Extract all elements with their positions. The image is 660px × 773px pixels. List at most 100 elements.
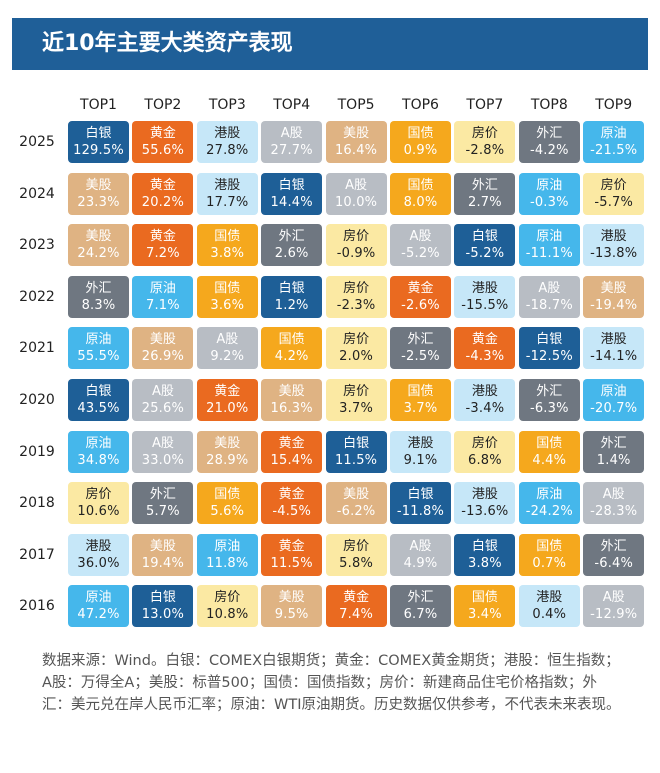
asset-cell-2017-top8: 国债 0.7% — [518, 533, 580, 576]
asset-return: -21.5% — [590, 143, 638, 158]
asset-cell-2024-top6: 国债 8.0% — [390, 172, 451, 215]
asset-name: A股 — [409, 229, 432, 245]
asset-cell-2023-top3: 国债 3.8% — [196, 224, 258, 267]
year-label-2024: 2024 — [19, 185, 55, 202]
asset-return: -5.7% — [594, 194, 634, 210]
asset-name: 白银 — [471, 538, 498, 554]
asset-cell-2017-top9: 外汇 -6.4% — [583, 533, 645, 576]
asset-return: 11.5% — [270, 555, 313, 571]
asset-cell-2017-top7: 白银 3.8% — [454, 533, 516, 576]
asset-name: 外汇 — [600, 435, 627, 451]
column-header-top4: TOP4 — [273, 97, 311, 113]
asset-name: 外汇 — [600, 538, 627, 554]
asset-return: -13.8% — [590, 246, 638, 262]
asset-name: 港股 — [471, 487, 498, 503]
asset-return: 8.0% — [403, 194, 438, 210]
asset-cell-2021-top4: 国债 4.2% — [261, 327, 323, 370]
asset-name: 白银 — [85, 126, 112, 141]
asset-name: 原油 — [149, 280, 176, 296]
asset-cell-2019-top9: 外汇 1.4% — [583, 430, 645, 473]
asset-name: 房价 — [343, 538, 370, 554]
asset-name: 原油 — [536, 487, 563, 503]
asset-cell-2021-top7: 黄金 -4.3% — [454, 327, 516, 370]
asset-return: 20.2% — [141, 194, 185, 210]
asset-cell-2022-top5: 房价 -2.3% — [325, 275, 387, 318]
asset-cell-2025-top1: 白银 129.5% — [68, 121, 129, 163]
asset-name: 房价 — [343, 384, 370, 399]
asset-cell-2021-top2: 美股 26.9% — [132, 327, 194, 370]
column-header-top6: TOP6 — [402, 97, 439, 113]
asset-return: 55.5% — [77, 349, 120, 365]
asset-cell-2016-top2: 白银 13.0% — [132, 585, 194, 628]
asset-name: 国债 — [214, 229, 241, 245]
asset-name: 原油 — [85, 590, 112, 606]
asset-return: 0.4% — [532, 607, 567, 623]
year-label-2022: 2022 — [19, 288, 55, 305]
asset-return: 3.7% — [339, 401, 373, 416]
asset-return: 25.6% — [141, 401, 185, 416]
asset-return: 47.2% — [77, 607, 120, 623]
asset-cell-2023-top4: 外汇 2.6% — [261, 224, 323, 267]
asset-return: 10.8% — [206, 607, 249, 623]
asset-cell-2020-top1: 白银 43.5% — [68, 379, 129, 421]
asset-return: 17.7% — [206, 194, 249, 210]
asset-name: 房价 — [343, 229, 370, 245]
asset-name: 港股 — [600, 229, 627, 245]
asset-cell-2023-top9: 港股 -13.8% — [583, 224, 645, 267]
asset-name: 港股 — [85, 538, 112, 554]
asset-return: 21.0% — [206, 401, 249, 416]
asset-cell-2017-top1: 港股 36.0% — [68, 533, 129, 576]
asset-return: 26.9% — [141, 349, 185, 365]
asset-name: 美股 — [85, 177, 112, 193]
asset-cell-2024-top3: 港股 17.7% — [196, 172, 258, 215]
year-label-2017: 2017 — [19, 546, 55, 563]
asset-return: -6.2% — [336, 504, 376, 520]
asset-name: 国债 — [536, 538, 563, 554]
asset-return: -20.7% — [590, 401, 638, 416]
asset-cell-2018-top6: 白银 -11.8% — [390, 482, 451, 525]
asset-cell-2021-top9: 港股 -14.1% — [583, 327, 645, 370]
asset-return: -11.8% — [396, 504, 445, 520]
asset-cell-2023-top7: 白银 -5.2% — [454, 224, 516, 267]
asset-name: A股 — [280, 126, 303, 141]
asset-name: 外汇 — [471, 177, 498, 193]
asset-cell-2016-top1: 原油 47.2% — [68, 585, 129, 628]
asset-cell-2025-top5: 美股 16.4% — [325, 121, 387, 163]
asset-name: 房价 — [85, 487, 112, 503]
asset-cell-2018-top5: 美股 -6.2% — [325, 482, 387, 525]
asset-cell-2018-top4: 黄金 -4.5% — [261, 482, 323, 525]
asset-name: 黄金 — [278, 487, 305, 503]
asset-name: 美股 — [149, 332, 176, 348]
asset-return: -0.3% — [529, 194, 569, 210]
asset-return: 34.8% — [77, 452, 120, 468]
asset-cell-2023-top2: 黄金 7.2% — [132, 224, 194, 267]
asset-name: 白银 — [85, 384, 112, 399]
asset-name: 港股 — [600, 332, 627, 348]
year-label-2016: 2016 — [19, 598, 55, 615]
asset-return: -19.4% — [590, 297, 638, 313]
asset-name: 白银 — [471, 229, 498, 245]
asset-cell-2017-top6: A股 4.9% — [390, 533, 451, 576]
asset-return: 129.5% — [73, 143, 124, 158]
asset-return: -18.7% — [525, 297, 573, 313]
asset-name: 国债 — [407, 384, 434, 399]
asset-name: 美股 — [600, 280, 627, 296]
asset-cell-2016-top8: 港股 0.4% — [518, 585, 580, 628]
asset-return: -4.5% — [272, 504, 312, 520]
asset-return: 4.2% — [274, 349, 309, 365]
asset-name: 白银 — [343, 435, 370, 451]
asset-cell-2022-top9: 美股 -19.4% — [583, 275, 645, 318]
asset-return: -28.3% — [590, 504, 638, 520]
asset-cell-2024-top4: 白银 14.4% — [261, 172, 323, 215]
asset-cell-2018-top7: 港股 -13.6% — [454, 482, 516, 525]
asset-return: 43.5% — [77, 401, 120, 416]
asset-return: 7.4% — [339, 607, 373, 623]
asset-return: 2.0% — [339, 349, 373, 365]
asset-cell-2019-top6: 港股 9.1% — [390, 430, 451, 473]
asset-name: 港股 — [214, 126, 241, 141]
asset-name: 国债 — [536, 435, 563, 451]
asset-cell-2024-top9: 房价 -5.7% — [583, 172, 645, 215]
year-label-2020: 2020 — [19, 392, 55, 408]
asset-return: 3.8% — [210, 246, 245, 262]
asset-return: 2.6% — [274, 246, 309, 262]
